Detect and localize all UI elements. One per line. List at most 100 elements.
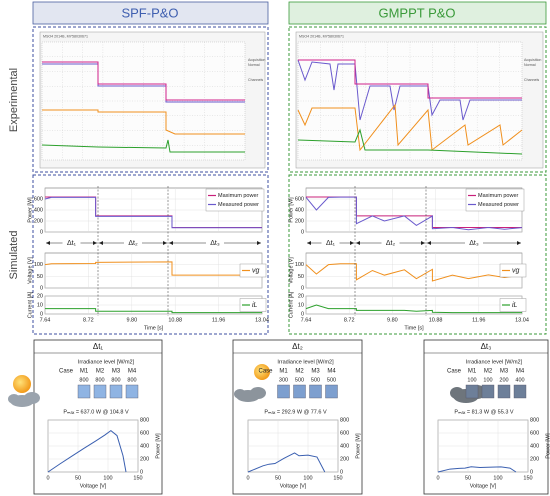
pv-module (277, 384, 290, 399)
interval-label-bg (381, 238, 400, 248)
series-line (247, 452, 326, 473)
scope-trace (297, 103, 523, 152)
scope-trace (42, 63, 245, 103)
y-tick-label: 200 (140, 456, 149, 462)
table-header: M4 (327, 369, 336, 375)
interval-label: Δt₃ (210, 240, 220, 247)
y-tick-label: 200 (295, 218, 304, 224)
x-tick-label: 7.64 (301, 317, 312, 323)
y-tick-label: 10 (37, 302, 43, 308)
y-tick-label: 600 (34, 196, 43, 202)
legend-label: iL (512, 302, 518, 309)
legend-box (465, 188, 525, 212)
irradiance-value: 400 (515, 377, 524, 383)
interval-label: Δt₂ (386, 240, 396, 247)
y-tick-label: 20 (298, 293, 304, 299)
x-tick-label: 0 (46, 475, 49, 481)
panel-border (32, 26, 269, 173)
y-tick-label: 50 (37, 274, 43, 280)
x-tick-label: 8.72 (83, 317, 94, 323)
pv-module (513, 384, 527, 399)
table-header: M3 (311, 369, 320, 375)
scope-text: Normal (524, 63, 536, 67)
x-tick-label: 13.04 (515, 317, 529, 323)
irradiance-label: Irradiance level [W/m2] (78, 359, 135, 365)
pv-module (309, 384, 322, 399)
inset-title: Δt₂ (292, 342, 303, 351)
pv-module (93, 384, 107, 399)
x-tick-label: 100 (493, 475, 502, 481)
table-header: M2 (484, 369, 493, 375)
series-line (305, 263, 523, 282)
y-tick-label: 0 (40, 311, 43, 317)
legend-box (499, 298, 527, 312)
y-tick-label: 0 (40, 285, 43, 291)
table-header: M2 (96, 369, 105, 375)
series-line (305, 304, 522, 314)
irradiance-value: 200 (499, 377, 508, 383)
series-line (305, 196, 523, 231)
legend-label: Measured power (218, 202, 259, 208)
legend-box (239, 263, 267, 278)
y-tick-label: 200 (530, 456, 539, 462)
x-tick-label: 50 (275, 475, 281, 481)
irradiance-value: 800 (95, 377, 104, 383)
y-tick-label: 800 (140, 417, 149, 423)
x-tick-label: 0 (246, 475, 249, 481)
scope-left: MSO4 2014B, MY58030671 Acquisition Norma… (39, 31, 265, 169)
pv-module (293, 384, 306, 399)
x-tick-label: 11.96 (212, 317, 225, 323)
x-tick-label: 10.88 (429, 317, 443, 323)
scope-text: MSO4 2014B, MY58030671 (299, 34, 344, 38)
y-tick-label: 200 (340, 456, 349, 462)
y-tick-label: 800 (340, 417, 349, 423)
cloud-icon (234, 387, 266, 402)
irradiance-label: Irradiance level [W/m2] (277, 359, 334, 365)
y-tick-label: 50 (298, 274, 304, 280)
y-axis-label: Current [A] (288, 291, 294, 318)
y-tick-label: 800 (530, 417, 539, 423)
row-label: Simulated (8, 231, 20, 280)
y-tick-label: 0 (301, 229, 304, 235)
table-header: M3 (500, 369, 509, 375)
scope-trace (297, 59, 522, 121)
header-title: SPF-P&O (121, 5, 178, 20)
inset-title: Δt₁ (93, 342, 104, 351)
scope-text: Acquisition (248, 58, 265, 62)
irradiance-value: 300 (279, 377, 288, 383)
pv-module (109, 384, 123, 399)
series-line (44, 261, 262, 276)
table-header: M1 (80, 369, 89, 375)
x-axis-label: Voltage [V] (280, 483, 307, 489)
y-tick-label: 600 (530, 430, 539, 436)
scope-text: Channels (524, 78, 539, 82)
pv-module (481, 384, 495, 399)
header-box (32, 1, 269, 25)
table-header: Case (258, 369, 273, 375)
y-tick-label: 0 (140, 469, 143, 475)
pv-module (125, 384, 139, 399)
irradiance-value: 800 (79, 377, 88, 383)
legend-box (499, 263, 527, 278)
y-tick-label: 10 (298, 302, 304, 308)
scope-text: Channels (248, 78, 263, 82)
interval-label: Δt₁ (67, 240, 77, 247)
y-tick-label: 600 (140, 430, 149, 436)
header-box (288, 1, 547, 25)
y-tick-label: 400 (530, 443, 539, 449)
legend-box (205, 188, 265, 212)
x-tick-label: 150 (133, 475, 142, 481)
interval-label: Δt₂ (128, 240, 138, 247)
interval-label-bg (124, 238, 142, 248)
y-axis-label: Power [W] (27, 197, 33, 223)
table-header: M4 (516, 369, 525, 375)
pv-module (77, 384, 91, 399)
series-line (45, 308, 262, 314)
x-tick-label: 10.88 (168, 317, 182, 323)
plot-area (44, 252, 263, 289)
y-tick-label: 400 (295, 207, 304, 213)
x-tick-label: 7.64 (40, 317, 51, 323)
y-tick-label: 0 (340, 469, 343, 475)
x-axis-label: Time [s] (404, 325, 424, 331)
